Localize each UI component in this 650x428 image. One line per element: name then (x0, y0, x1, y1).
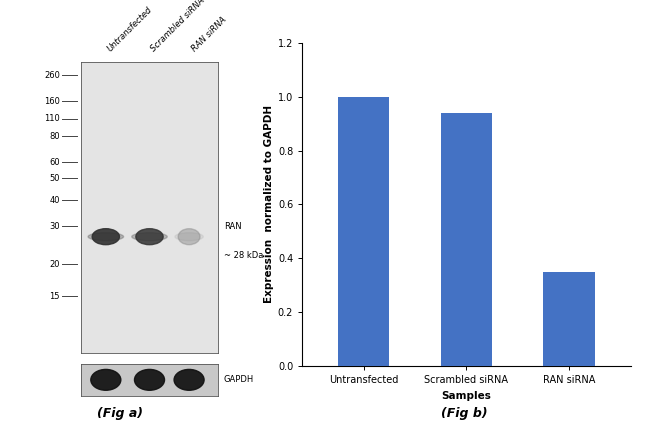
Text: 80: 80 (49, 132, 60, 141)
Bar (543, 272, 595, 366)
Text: ~ 28 kDa: ~ 28 kDa (224, 251, 263, 260)
Text: GAPDH: GAPDH (224, 375, 254, 384)
Text: 20: 20 (49, 260, 60, 269)
Text: RAN: RAN (224, 222, 242, 231)
Ellipse shape (136, 229, 163, 245)
Ellipse shape (91, 369, 121, 390)
Text: 40: 40 (49, 196, 60, 205)
Text: 160: 160 (44, 97, 60, 106)
Text: 30: 30 (49, 222, 60, 231)
Text: 110: 110 (44, 114, 60, 123)
Text: Untransfected: Untransfected (106, 5, 154, 54)
Text: 15: 15 (49, 292, 60, 301)
Ellipse shape (88, 233, 124, 241)
Ellipse shape (135, 369, 164, 390)
Text: 60: 60 (49, 158, 60, 167)
Text: Scrambled siRNA: Scrambled siRNA (150, 0, 207, 54)
Text: 260: 260 (44, 71, 60, 80)
Ellipse shape (92, 229, 120, 245)
Text: (Fig a): (Fig a) (98, 407, 143, 420)
Ellipse shape (175, 233, 203, 241)
Bar (441, 113, 492, 366)
Text: (Fig b): (Fig b) (441, 407, 488, 420)
Ellipse shape (178, 229, 200, 245)
X-axis label: Samples: Samples (441, 390, 491, 401)
Bar (338, 97, 389, 366)
Y-axis label: Expression  normalized to GAPDH: Expression normalized to GAPDH (264, 105, 274, 303)
Ellipse shape (132, 233, 167, 241)
Ellipse shape (174, 369, 204, 390)
Text: RAN siRNA: RAN siRNA (190, 15, 229, 54)
Text: 50: 50 (49, 174, 60, 183)
